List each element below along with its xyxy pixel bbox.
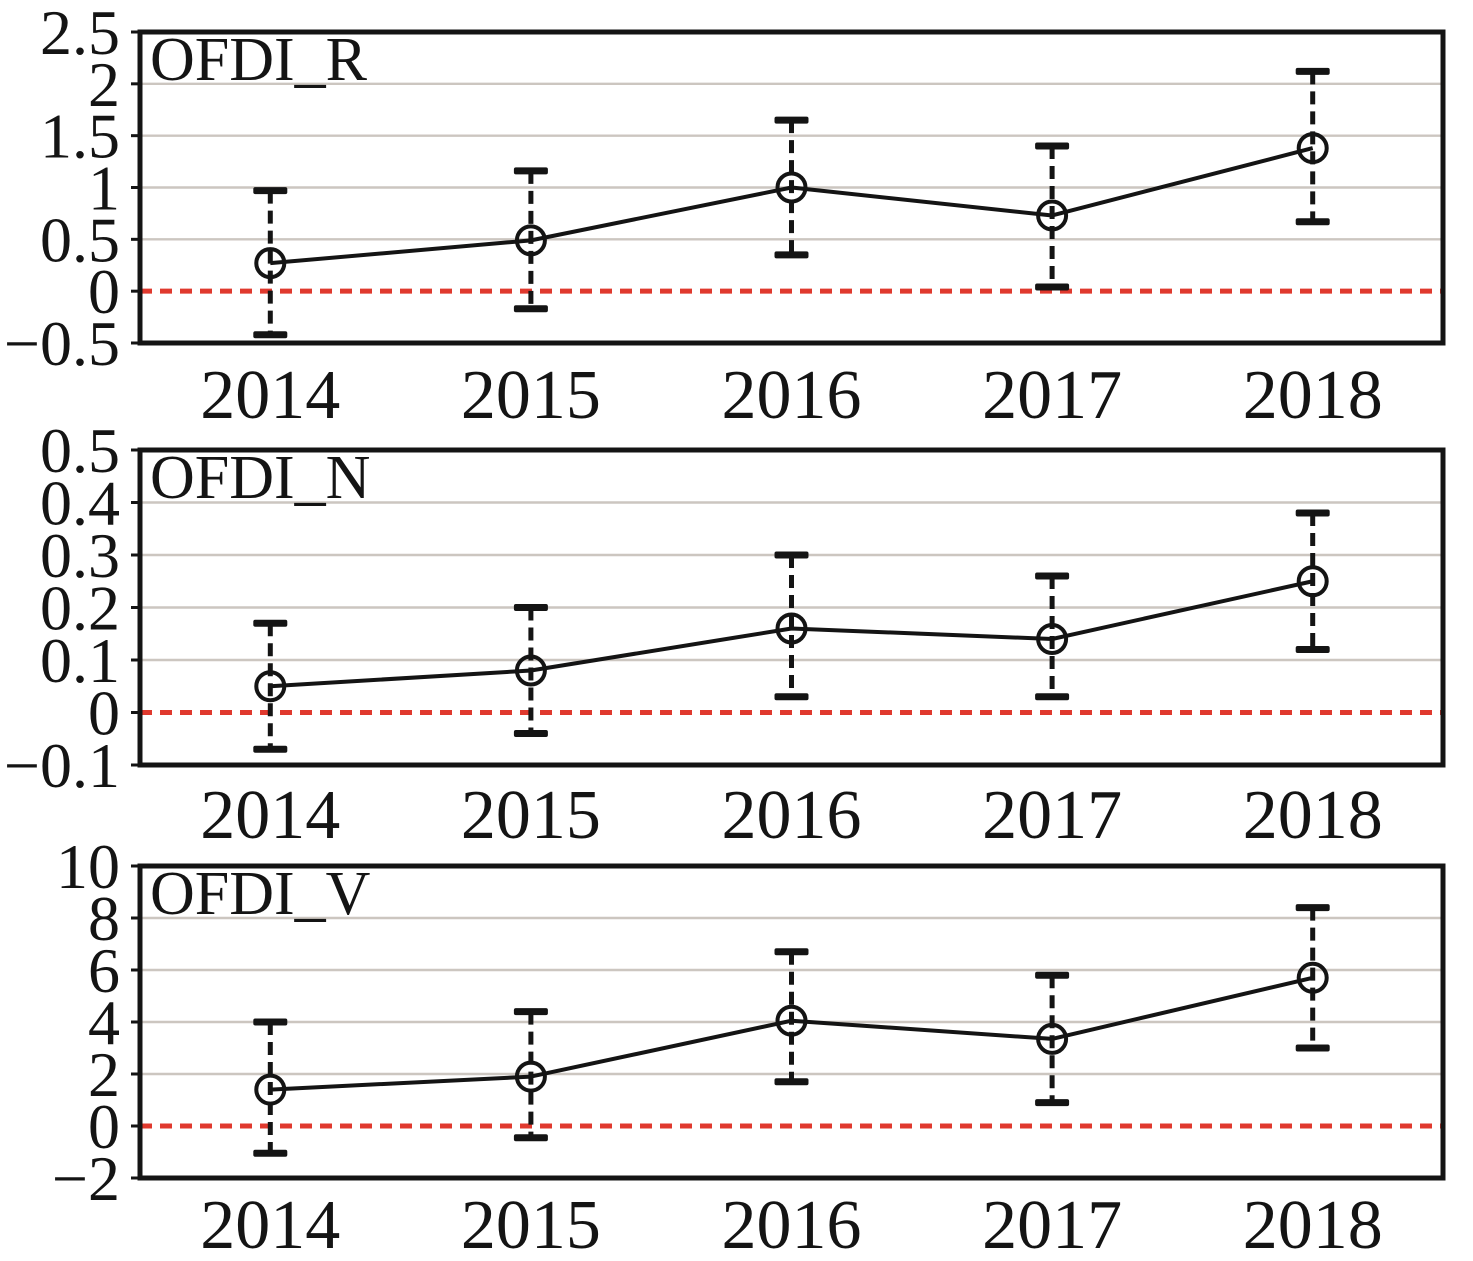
y-tick-label: 6 (88, 935, 120, 1006)
data-point-marker (1036, 1022, 1069, 1055)
panel-title: OFDI_V (150, 860, 371, 928)
y-tick-label: 0.5 (40, 415, 120, 486)
y-tick-label: 2 (88, 1039, 120, 1110)
y-tick-label: −2 (52, 1143, 120, 1214)
error-bar-cap-lower (513, 1134, 548, 1142)
x-tick-label: 2017 (982, 357, 1122, 434)
y-tick-label: 2.5 (40, 0, 120, 68)
y-tick-label: 0 (88, 678, 120, 749)
error-bar-cap-upper (1295, 509, 1330, 517)
error-bar-cap-upper (513, 604, 548, 611)
panel-ofdi_n: 0.50.40.30.20.10−0.1 OFDI_N 2014 2015 2016 20… (4, 415, 1446, 854)
data-point-marker (514, 1060, 547, 1093)
y-tick-label: 0 (88, 1091, 120, 1162)
error-bar-cap-upper (253, 619, 288, 627)
y-tick-label: 10 (56, 831, 120, 902)
data-point-marker (775, 612, 808, 645)
y-tick-label: 1.5 (40, 101, 120, 172)
series-line (270, 975, 1314, 1092)
x-tick-label: 2016 (722, 1187, 862, 1261)
x-tick-label: 2014 (200, 777, 340, 854)
data-point-marker (1036, 623, 1069, 655)
error-bar-cap-upper (253, 187, 288, 195)
error-bar-cap-upper (253, 1018, 288, 1026)
error-bar-cap-lower (253, 745, 288, 753)
data-point-marker (1296, 565, 1329, 598)
y-tick-label: 0.1 (40, 625, 120, 696)
panel-ofdi_r: 2.521.510.50−0.5 OFDI_R 2014 2015 2016 2017 20… (4, 0, 1446, 434)
y-tick-label: 0.3 (40, 520, 120, 591)
series-line (270, 146, 1314, 266)
error-bar-cap-lower (513, 305, 548, 313)
data-point-marker (254, 670, 287, 703)
x-tick-label: 2018 (1243, 1187, 1383, 1261)
error-bar-cap-lower (1035, 283, 1070, 291)
error-bar-cap-lower (774, 693, 809, 701)
x-tick-label: 2016 (722, 777, 862, 854)
x-tick-label: 2015 (461, 357, 601, 434)
data-point-marker (254, 1073, 287, 1106)
data-point-marker (1296, 132, 1329, 165)
data-point-marker (1296, 961, 1329, 994)
x-tick-label: 2015 (461, 777, 601, 854)
error-bar-cap-lower (1295, 218, 1330, 226)
y-tick-label: 8 (88, 883, 120, 954)
error-bar-cap-upper (513, 1008, 548, 1016)
error-bar-cap-upper (1035, 971, 1070, 979)
error-bar-cap-upper (1035, 142, 1070, 150)
y-tick-label: −0.5 (4, 308, 120, 379)
series-line (270, 579, 1314, 689)
x-tick-label: 2018 (1243, 357, 1383, 434)
error-bar-cap-lower (1035, 693, 1070, 701)
error-bar-cap-lower (774, 251, 809, 259)
data-point-marker (254, 247, 287, 280)
error-bar-cap-upper (1035, 572, 1070, 580)
error-bar-cap-lower (1295, 1044, 1330, 1052)
y-tick-label: 0.5 (40, 204, 120, 275)
data-point-marker (1036, 199, 1069, 232)
error-bar-cap-upper (774, 948, 809, 956)
y-tick-label: 0.2 (40, 573, 120, 644)
error-bar-cap-upper (513, 167, 548, 175)
x-tick-label: 2014 (200, 357, 340, 434)
plot-frame (137, 447, 1446, 768)
data-point-marker (514, 654, 547, 687)
x-tick-label: 2016 (722, 357, 862, 434)
x-tick-label: 2015 (461, 1187, 601, 1261)
error-bar-cap-lower (253, 331, 288, 339)
x-tick-label: 2018 (1243, 777, 1383, 854)
x-tick-label: 2017 (982, 1187, 1122, 1261)
panel-title: OFDI_R (150, 26, 368, 94)
y-tick-label: 1 (88, 153, 120, 224)
panel-title: OFDI_N (150, 444, 370, 512)
y-tick-label: 4 (88, 987, 120, 1058)
y-tick-label: −0.1 (4, 730, 120, 801)
error-bar-cap-upper (1295, 67, 1330, 75)
error-bar-cap-lower (1035, 1099, 1070, 1107)
x-tick-label: 2017 (982, 777, 1122, 854)
error-bar-cap-upper (774, 116, 809, 124)
data-point-marker (775, 171, 808, 204)
y-tick-label: 0 (88, 256, 120, 327)
x-tick-label: 2014 (200, 1187, 340, 1261)
error-bar-cap-upper (774, 551, 809, 559)
plot-frame (137, 29, 1446, 346)
error-bar-cap-upper (1295, 904, 1330, 912)
data-point-marker (775, 1004, 808, 1037)
error-bar-cap-lower (253, 1149, 288, 1157)
error-bar-cap-lower (774, 1078, 809, 1086)
y-tick-label: 2 (88, 49, 120, 120)
data-point-marker (514, 224, 547, 257)
error-bar-cap-lower (1295, 646, 1330, 653)
plot-frame (137, 863, 1446, 1181)
error-bar-cap-lower (513, 730, 548, 737)
y-tick-label: 0.4 (40, 468, 120, 539)
